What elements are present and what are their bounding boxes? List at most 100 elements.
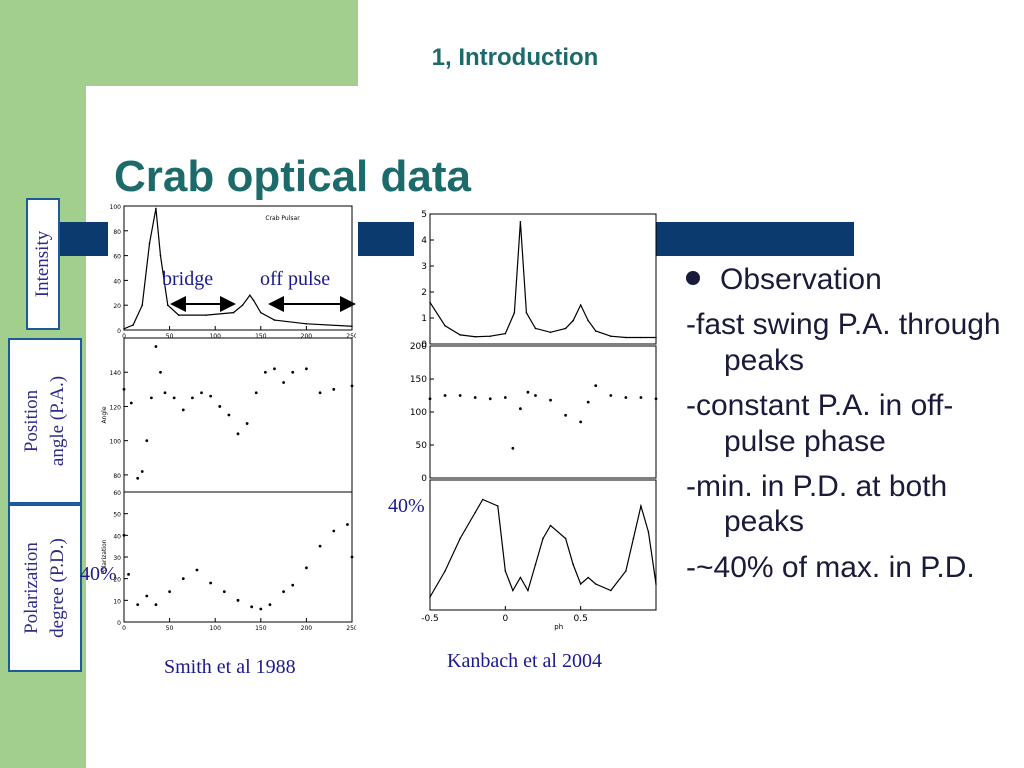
data-point: [624, 396, 628, 399]
data-point: [587, 319, 589, 322]
plot-frame: [123, 205, 353, 331]
y-tick-label: 100: [410, 408, 427, 418]
data-point: [654, 397, 658, 401]
data-point: [127, 572, 130, 576]
polarization-line1: Polarization: [21, 542, 42, 634]
x-tick-label: 50: [166, 333, 174, 340]
data-point: [647, 531, 650, 533]
y-tick-label: 0: [117, 328, 121, 335]
data-point: [534, 563, 537, 566]
data-point: [444, 570, 446, 572]
data-point: [519, 407, 522, 411]
data-point: [512, 589, 514, 592]
y-tick-label: 20: [113, 303, 121, 310]
data-point: [227, 413, 231, 417]
data-point: [632, 537, 635, 540]
data-point: [459, 537, 461, 540]
y-tick-label: 60: [113, 254, 121, 261]
data-point: [332, 387, 336, 391]
y-tick-label: 0: [421, 474, 427, 484]
data-point: [519, 576, 522, 579]
data-point: [579, 583, 582, 585]
y-tick-label: 0: [421, 340, 427, 350]
polarization-label-box: Polarization degree (P.D.): [8, 504, 82, 672]
data-point: [549, 524, 552, 527]
data-point: [503, 396, 507, 399]
x-tick-label: 150: [255, 333, 267, 340]
data-point: [489, 335, 492, 337]
chart-panel: -0.5 0 0.5 ph: [421, 479, 657, 631]
data-point: [511, 446, 515, 450]
data-point: [177, 314, 180, 316]
data-point: [579, 304, 582, 306]
data-point: [155, 207, 157, 210]
x-tick-label: 100: [209, 333, 221, 340]
bullet-item: -constant P.A. in off-pulse phase: [686, 389, 954, 458]
y-tick-label: 50: [113, 512, 121, 519]
y-tick-label: 140: [110, 370, 122, 377]
x-tick-label: 0: [502, 614, 508, 624]
y-tick-label: 60: [113, 490, 121, 497]
data-point: [549, 331, 552, 334]
data-point: [291, 370, 295, 374]
data-point: [625, 570, 627, 572]
position-angle-label: Position angle (P.A.): [19, 376, 71, 466]
intensity-label: Intensity: [32, 230, 53, 298]
polarization-degree-label: Polarization degree (P.D.): [19, 538, 71, 638]
plot-frame: [429, 345, 657, 479]
data-point: [236, 598, 240, 602]
data-point: [458, 394, 462, 397]
plot-frame: [123, 491, 353, 623]
y-axis-label: Polarization: [101, 539, 108, 574]
data-point: [305, 566, 308, 570]
section-heading: 1, Introduction: [431, 44, 599, 71]
data-point: [350, 384, 354, 388]
data-point: [332, 529, 336, 533]
data-point: [166, 304, 169, 306]
data-point: [655, 336, 657, 339]
data-point: [149, 396, 153, 400]
navy-stripe: [58, 222, 108, 256]
y-tick-label: 200: [410, 342, 427, 352]
data-point: [209, 581, 213, 585]
data-point: [542, 537, 544, 540]
data-point: [159, 254, 162, 257]
data-point: [587, 576, 589, 579]
data-point: [209, 394, 213, 398]
data-point: [526, 390, 530, 394]
x-tick-label: 200: [301, 625, 313, 632]
y-tick-label: 1: [421, 314, 427, 324]
data-point: [250, 605, 254, 609]
y-tick-label: 80: [113, 473, 121, 480]
data-point: [318, 544, 322, 548]
data-point: [305, 367, 308, 371]
data-point: [346, 523, 349, 526]
data-point: [195, 568, 199, 572]
data-point: [154, 603, 158, 607]
chart-panel: 0 50 100 150 200: [410, 342, 658, 484]
data-point: [586, 400, 590, 404]
data-point: [444, 325, 446, 327]
data-point: [222, 590, 226, 594]
data-point: [181, 408, 185, 412]
x-tick-label: -0.5: [421, 614, 439, 624]
data-point: [129, 401, 133, 405]
x-tick-label: 0.5: [574, 614, 588, 624]
y-tick-label: 4: [421, 236, 427, 246]
data-point: [260, 311, 262, 314]
data-point: [534, 327, 537, 330]
y-tick-label: 80: [113, 229, 121, 236]
data-point: [136, 603, 140, 607]
y-tick-label: 40: [113, 533, 121, 540]
y-tick-label: 10: [113, 598, 121, 605]
bullet-item: Observation: [686, 262, 1006, 297]
slide-title: Crab optical data: [114, 152, 471, 201]
data-point: [639, 396, 643, 399]
data-point: [572, 563, 574, 566]
data-point: [443, 394, 447, 397]
data-point: [534, 394, 537, 397]
data-point: [497, 505, 499, 507]
y-tick-label: 50: [416, 441, 428, 451]
data-point: [268, 603, 272, 607]
